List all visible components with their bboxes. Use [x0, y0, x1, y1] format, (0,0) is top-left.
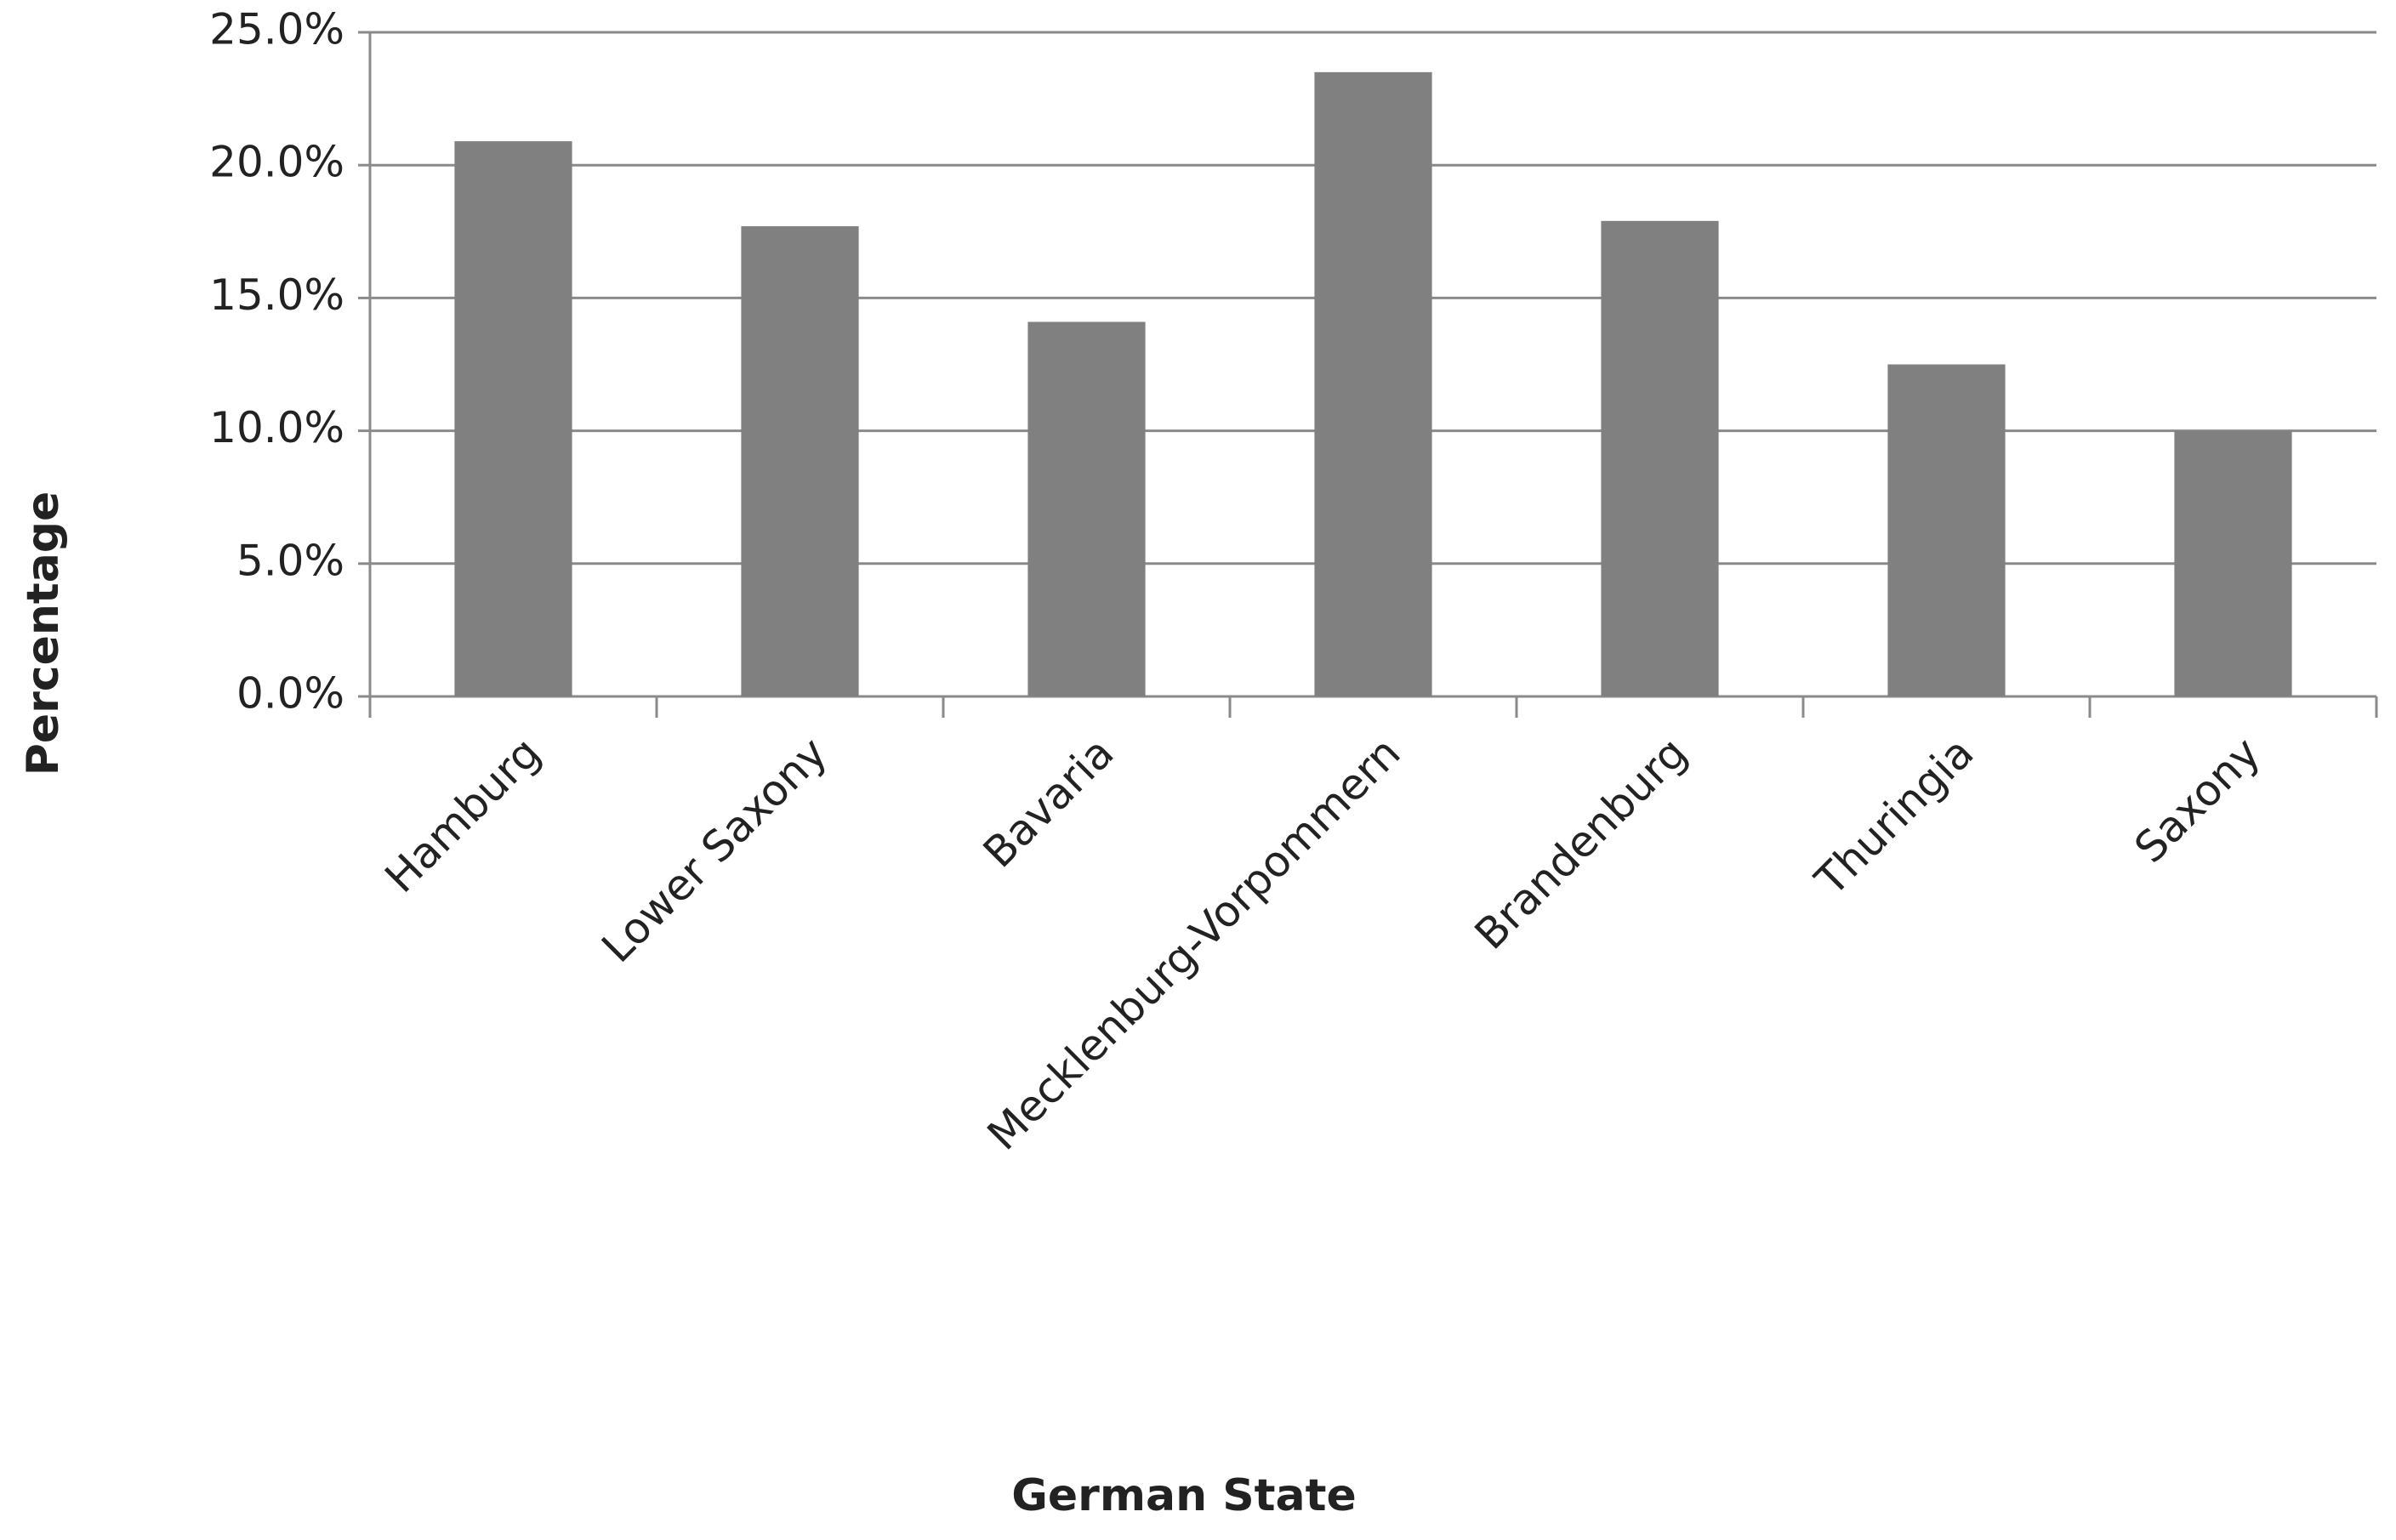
- y-tick-label: 10.0%: [209, 403, 344, 452]
- x-tick-label: Brandenburg: [1465, 728, 1697, 959]
- bar: [1314, 71, 1432, 697]
- bar: [2174, 430, 2292, 696]
- x-tick-label: Thuringia: [1806, 728, 1983, 906]
- y-tick-label: 5.0%: [236, 536, 344, 585]
- x-axis-title: German State: [1011, 1470, 1357, 1521]
- bar: [454, 141, 572, 697]
- x-tick-label: Lower Saxony: [592, 728, 836, 972]
- y-tick-label: 15.0%: [209, 270, 344, 320]
- y-tick-label: 20.0%: [209, 138, 344, 187]
- y-axis-title: Percentage: [18, 492, 69, 776]
- bar: [1601, 220, 1719, 697]
- bar: [1887, 364, 2006, 696]
- x-tick-label: Saxony: [2126, 728, 2270, 872]
- y-tick-label: 25.0%: [209, 5, 344, 54]
- x-tick-label: Hamburg: [376, 728, 550, 902]
- x-tick-label: Bavaria: [974, 728, 1124, 878]
- bar: [1027, 321, 1146, 696]
- y-tick-label: 0.0%: [236, 669, 344, 719]
- bar: [741, 226, 859, 696]
